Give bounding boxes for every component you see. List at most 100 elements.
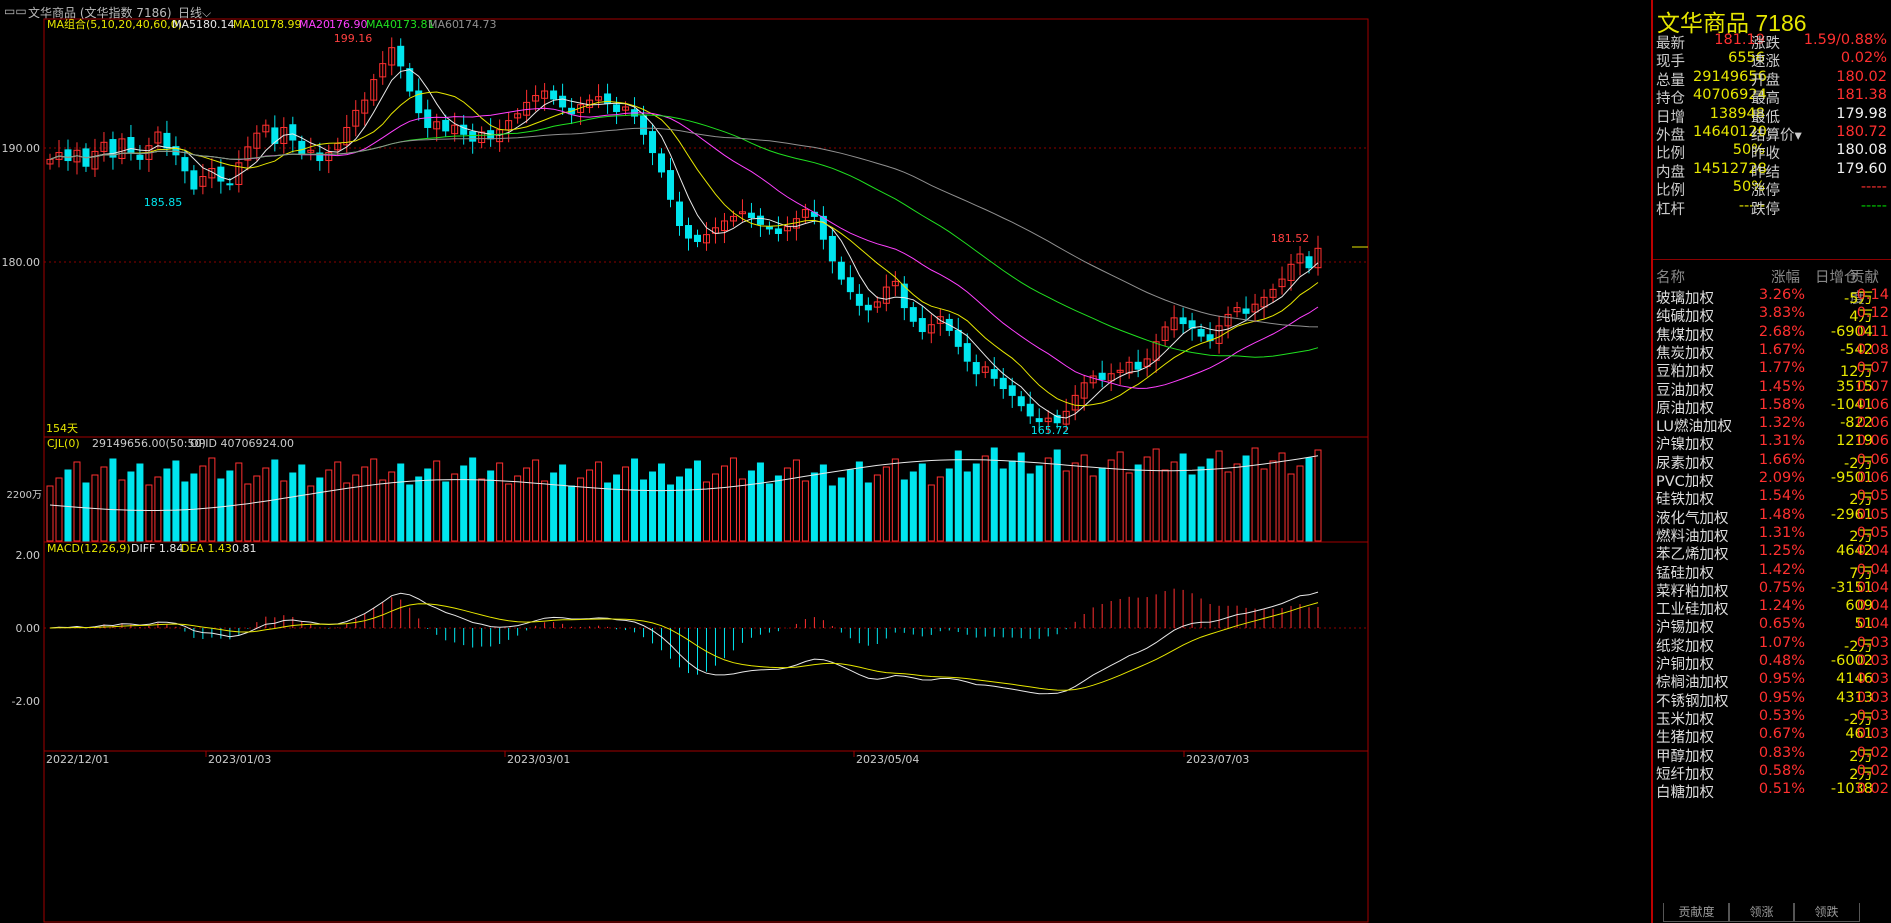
- item-oi-change: 12万: [1840, 364, 1873, 381]
- item-change: 0.53%: [1758, 707, 1805, 724]
- volume-bar: [810, 472, 818, 542]
- volume-bar: [936, 476, 944, 542]
- bar-count-label: 154天: [46, 422, 78, 435]
- quote-row: 比例 50% 昨收 180.08: [1653, 140, 1891, 162]
- candle-body: [478, 131, 486, 144]
- quote-value: 180.08: [1836, 142, 1887, 159]
- quote-label: 比例: [1656, 146, 1685, 163]
- list-item[interactable]: 纸浆加权 1.07% -2万 0.03: [1653, 634, 1891, 656]
- quote-value: 40706924: [1693, 87, 1767, 104]
- list-item[interactable]: 工业硅加权 1.24% 609 0.04: [1653, 597, 1891, 619]
- list-item[interactable]: 液化气加权 1.48% -2961 0.05: [1653, 506, 1891, 528]
- quote-value: 181.19: [1714, 32, 1765, 48]
- tab-contribution[interactable]: 贡献度: [1663, 903, 1730, 922]
- list-item[interactable]: 沪铜加权 0.48% -6002 0.03: [1653, 652, 1891, 674]
- tab-leading-up[interactable]: 领涨: [1728, 903, 1795, 922]
- col-oi[interactable]: 日增仓: [1815, 270, 1859, 286]
- x-tick-label: 2023/05/04: [856, 753, 919, 766]
- volume-bar: [622, 466, 630, 542]
- list-item[interactable]: PVC加权 2.09% -9501 0.06: [1653, 469, 1891, 491]
- list-item[interactable]: 豆粕加权 1.77% 12万 0.07: [1653, 359, 1891, 381]
- list-item[interactable]: 硅铁加权 1.54% 2万 0.05: [1653, 487, 1891, 509]
- list-item[interactable]: 沪锡加权 0.65% 51 0.04: [1653, 615, 1891, 637]
- candle-body: [388, 47, 396, 66]
- volume-bar: [676, 476, 684, 542]
- candle-body: [379, 63, 387, 78]
- candle-body: [433, 121, 441, 130]
- col-contrib[interactable]: 贡献度: [1850, 270, 1879, 307]
- candle-body: [828, 235, 836, 262]
- period-label: 日线: [178, 6, 203, 20]
- item-name: 锰硅加权: [1656, 565, 1714, 582]
- item-name: 白糖加权: [1656, 785, 1714, 802]
- item-oi-change: 2万: [1849, 492, 1873, 509]
- candle-body: [1071, 394, 1079, 411]
- volume-bar: [909, 471, 917, 542]
- item-oi-change: -2万: [1844, 638, 1873, 655]
- list-item[interactable]: 焦炭加权 1.67% -542 0.08: [1653, 341, 1891, 363]
- volume-bar: [702, 481, 710, 542]
- list-item[interactable]: 纯碱加权 3.83% 4万 0.12: [1653, 304, 1891, 326]
- kline-chart[interactable]: 190.00 180.00 MA组合(5,10,20,40,60,0)MA5 180.…: [0, 0, 1651, 923]
- list-item[interactable]: LU燃油加权 1.32% -822 0.06: [1653, 414, 1891, 436]
- tab-leading-down[interactable]: 领跌: [1793, 903, 1860, 922]
- item-oi-change: -2万: [1844, 711, 1873, 728]
- list-item[interactable]: 原油加权 1.58% -1041 0.06: [1653, 396, 1891, 418]
- volume-bar: [738, 478, 746, 542]
- list-item[interactable]: 棕榈油加权 0.95% 4146 0.03: [1653, 670, 1891, 692]
- list-item[interactable]: 焦煤加权 2.68% -6904 0.11: [1653, 323, 1891, 345]
- item-oi-change: -542: [1840, 341, 1873, 358]
- list-item[interactable]: 短纤加权 0.58% 2万 0.02: [1653, 762, 1891, 784]
- list-item[interactable]: 不锈钢加权 0.95% 4313 0.03: [1653, 689, 1891, 711]
- volume-bar: [424, 468, 432, 542]
- macd-tick-label: -2.00: [12, 695, 40, 708]
- quote-row: 内盘 14512728 昨结 179.60: [1653, 159, 1891, 181]
- list-item[interactable]: 生猪加权 0.67% 461 0.03: [1653, 725, 1891, 747]
- chart-area[interactable]: 190.00 180.00 MA组合(5,10,20,40,60,0) MA5 180.…: [0, 0, 1651, 923]
- list-item[interactable]: 菜籽粕加权 0.75% -3151 0.04: [1653, 579, 1891, 601]
- volume-bar: [352, 474, 360, 542]
- list-item[interactable]: 玻璃加权 3.26% -5万 0.14: [1653, 286, 1891, 308]
- item-contribution: 0.03: [1856, 653, 1889, 669]
- list-item[interactable]: 甲醇加权 0.83% 2万 0.02: [1653, 744, 1891, 766]
- list-item[interactable]: 玉米加权 0.53% -2万 0.03: [1653, 707, 1891, 729]
- quote-panel: 文华商品 7186 最新 181.19 涨跌 1.59/0.88% 现手 6556 速涨 0.…: [1651, 0, 1891, 923]
- volume-bar: [1107, 459, 1115, 542]
- list-item[interactable]: 锰硅加权 1.42% 7万 0.04: [1653, 561, 1891, 583]
- volume-bar: [1260, 468, 1268, 542]
- candle-body: [927, 324, 935, 334]
- list-item[interactable]: 沪镍加权 1.31% 1219 0.06: [1653, 432, 1891, 454]
- chevron-down-icon: ⌵: [202, 6, 212, 20]
- window-title: 文华商品 (文华指数 7186): [28, 6, 172, 20]
- volume-bar: [1089, 475, 1097, 542]
- list-item[interactable]: 苯乙烯加权 1.25% 4642 0.04: [1653, 542, 1891, 564]
- quote-value: 181.38: [1836, 87, 1887, 104]
- volume-bar: [334, 461, 342, 542]
- list-item[interactable]: 燃料油加权 1.31% 2万 0.05: [1653, 524, 1891, 546]
- volume-bar: [783, 467, 791, 542]
- col-change[interactable]: 涨幅: [1771, 270, 1800, 286]
- period-dropdown[interactable]: 日线⌵: [178, 4, 211, 21]
- ma-legend-name: MA10: [233, 18, 264, 31]
- list-item[interactable]: 白糖加权 0.51% -1038 0.02: [1653, 780, 1891, 802]
- volume-bar: [1278, 452, 1286, 542]
- volume-bar: [118, 479, 126, 542]
- list-item[interactable]: 尿素加权 1.66% -2万 0.06: [1653, 451, 1891, 473]
- candle-body: [1161, 326, 1169, 341]
- quote-label[interactable]: 结算价▾: [1751, 128, 1802, 144]
- candle-body: [109, 139, 117, 158]
- item-name: 生猪加权: [1656, 730, 1714, 747]
- volume-bar: [577, 477, 585, 542]
- volume-bar: [487, 470, 495, 542]
- item-name: 沪铜加权: [1656, 657, 1714, 673]
- candle-body: [298, 140, 306, 155]
- volume-bar: [1242, 455, 1250, 542]
- item-change: 1.07%: [1758, 634, 1805, 651]
- x-tick-label: 2023/07/03: [1186, 753, 1249, 766]
- list-item[interactable]: 豆油加权 1.45% 3515 0.07: [1653, 378, 1891, 400]
- volume-bar: [541, 480, 549, 542]
- item-change: 1.54%: [1758, 488, 1805, 505]
- item-contribution: 0.04: [1856, 598, 1889, 615]
- item-oi-change: 3515: [1836, 378, 1873, 395]
- col-name[interactable]: 名称: [1656, 270, 1685, 286]
